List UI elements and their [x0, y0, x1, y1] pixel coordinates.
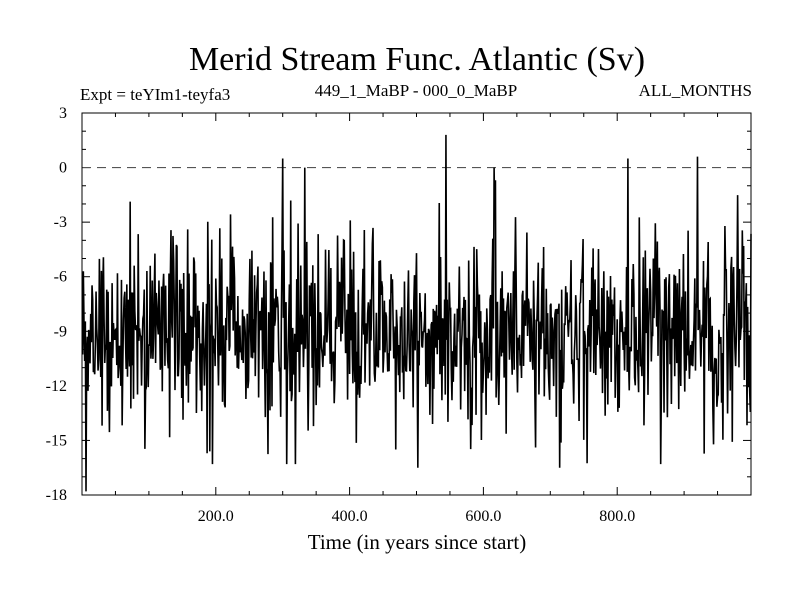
- y-tick-label: -18: [46, 487, 67, 504]
- plot-frame: [81, 112, 752, 496]
- y-tick-label: 0: [59, 160, 67, 177]
- y-tick-label: 3: [59, 105, 67, 122]
- y-tick-label: -9: [54, 323, 67, 340]
- x-tick-label: 800.0: [599, 508, 635, 525]
- series-line: [81, 134, 752, 492]
- x-axis-label: Time (in years since start): [308, 530, 527, 554]
- comparison-label: 449_1_MaBP - 000_0_MaBP: [315, 81, 517, 100]
- y-tick-label: -15: [46, 432, 67, 449]
- y-tick-label: -3: [54, 214, 67, 231]
- x-tick-label: 200.0: [198, 508, 234, 525]
- y-tick-label: -6: [54, 269, 67, 286]
- x-tick-label: 400.0: [332, 508, 368, 525]
- x-tick-labels: 200.0 400.0 600.0 800.0: [198, 508, 635, 525]
- y-tick-label: -12: [46, 378, 67, 395]
- chart-title: Merid Stream Func. Atlantic (Sv): [189, 41, 645, 78]
- y-tick-labels: 3 0 -3 -6 -9 -12 -15 -18: [46, 105, 67, 504]
- period-label: ALL_MONTHS: [639, 81, 752, 100]
- experiment-label: Expt = teYIm1-teyfa3: [80, 85, 230, 104]
- x-tick-label: 600.0: [465, 508, 501, 525]
